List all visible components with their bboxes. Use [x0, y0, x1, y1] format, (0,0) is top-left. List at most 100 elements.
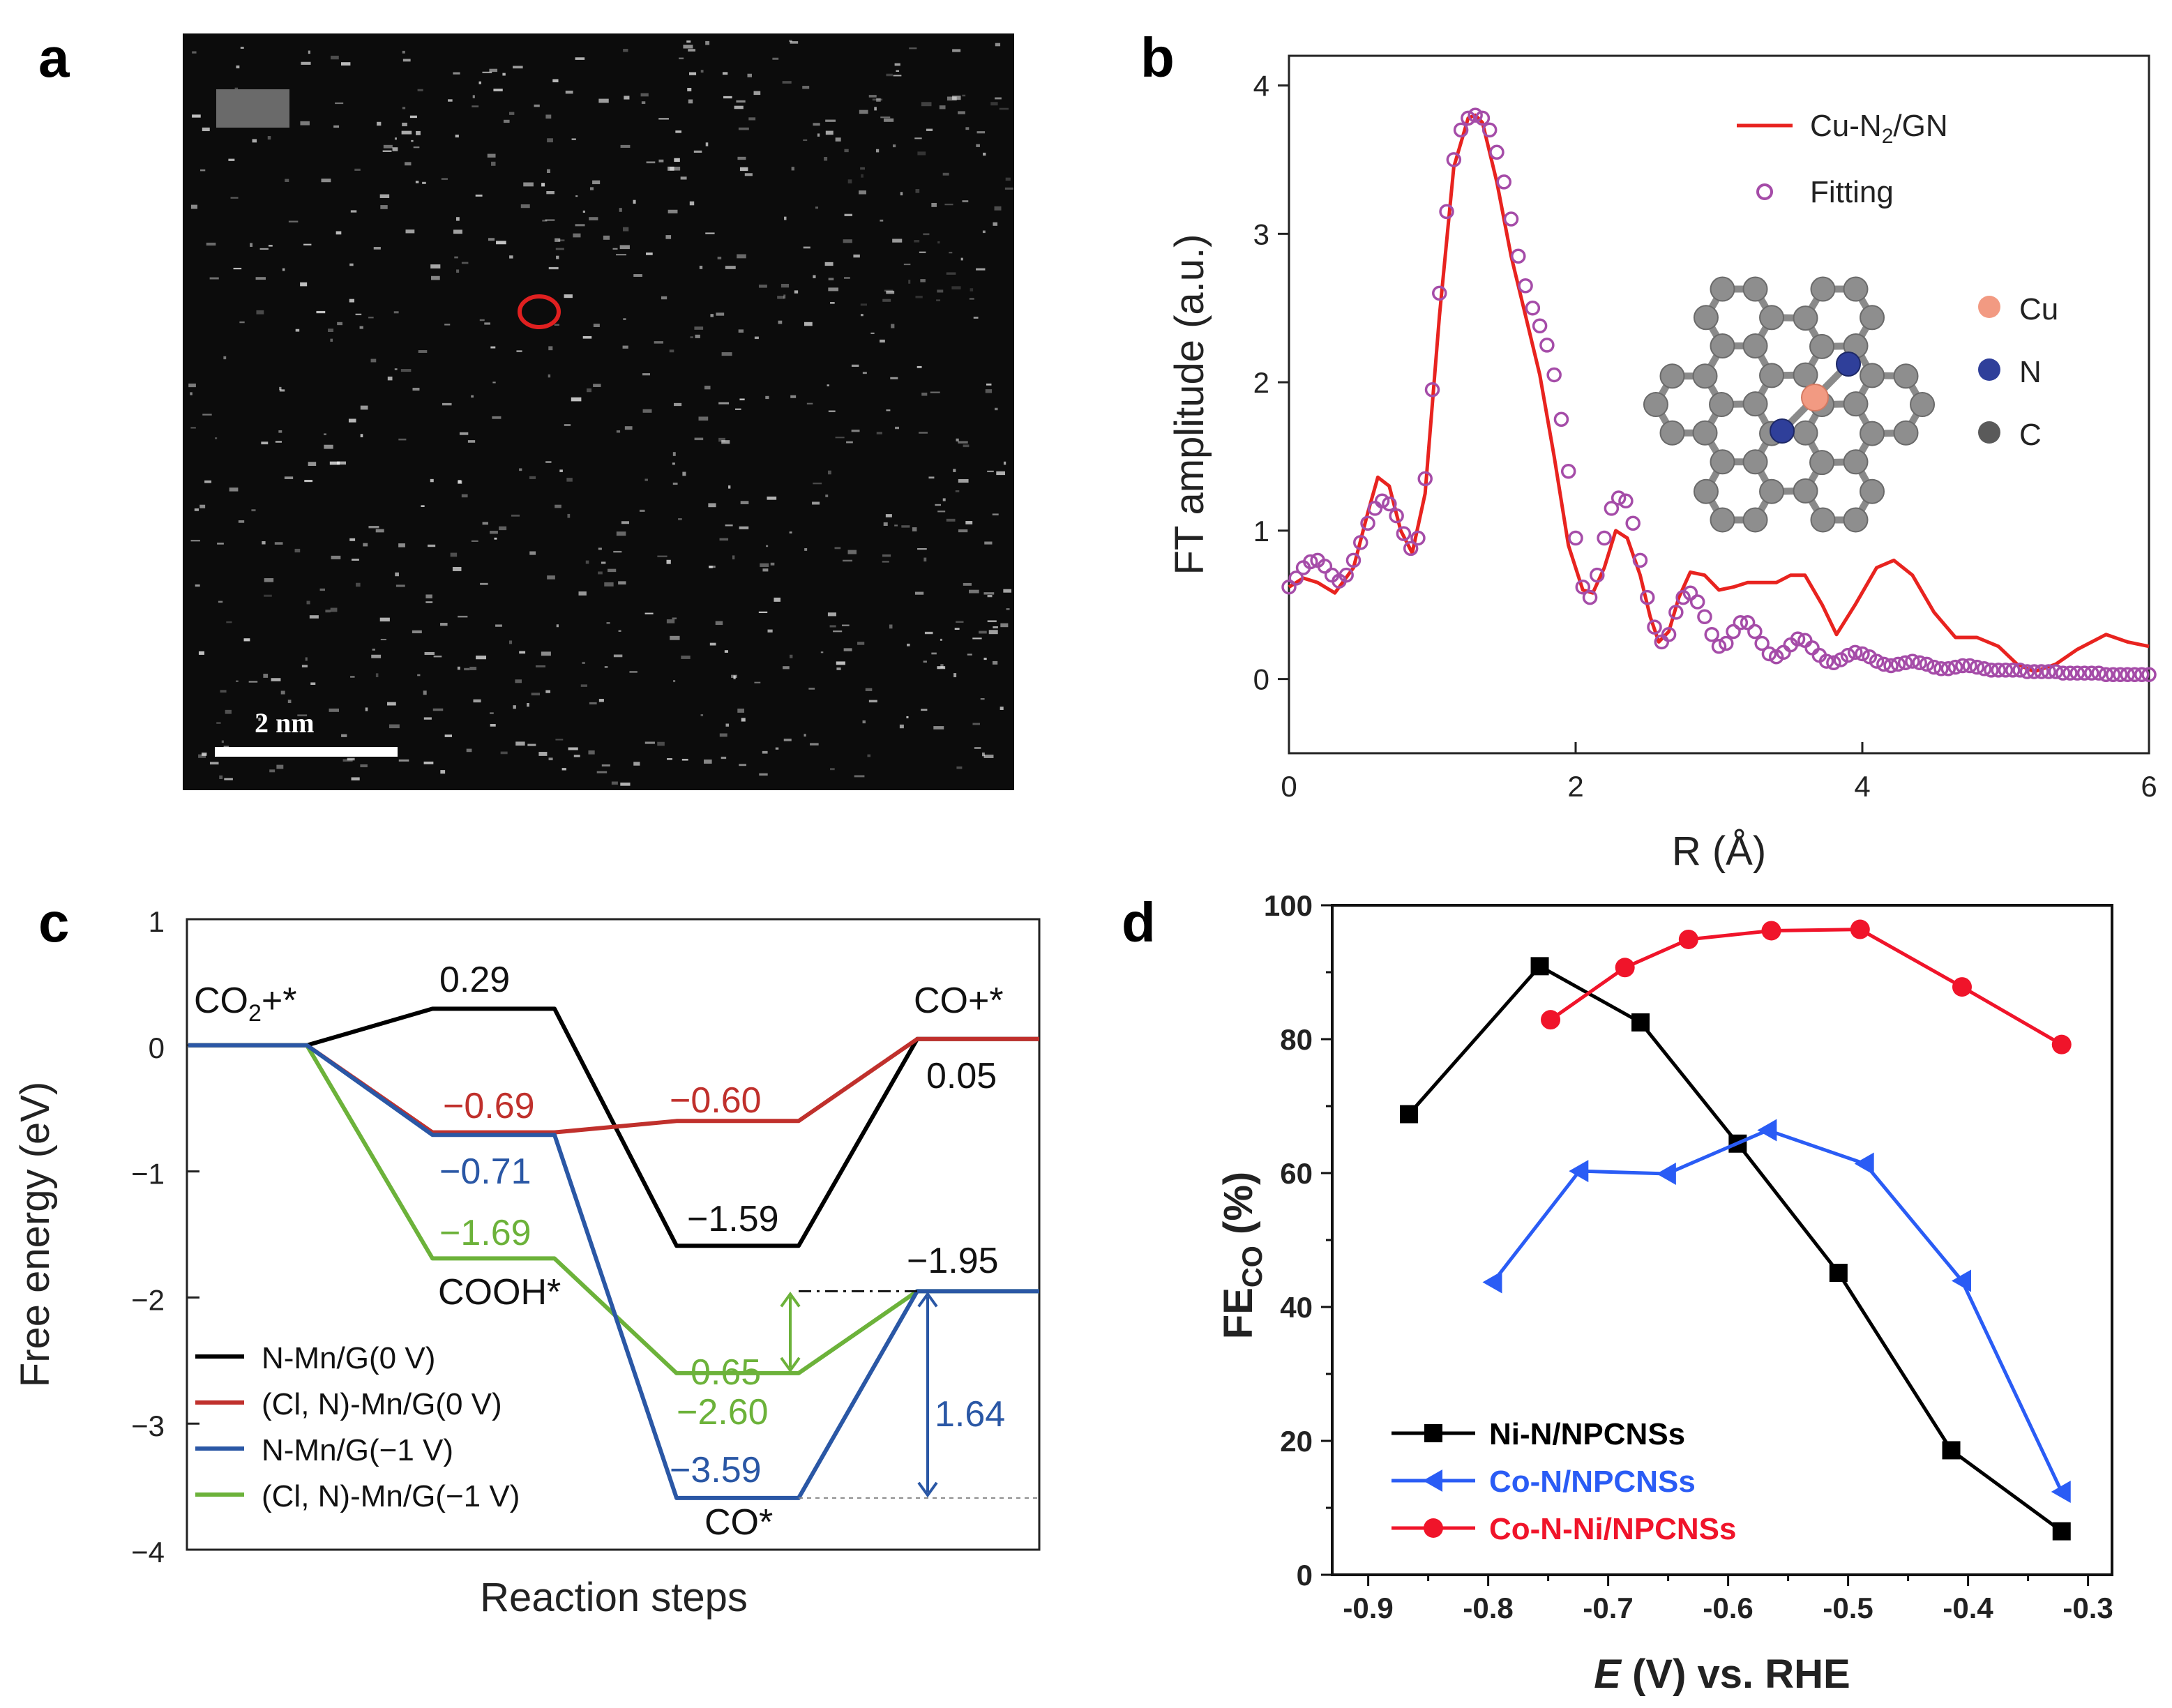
speckle [546, 190, 555, 195]
speckle [198, 754, 206, 758]
speckle [860, 303, 868, 306]
speckle [565, 90, 573, 94]
speckle [883, 118, 894, 122]
speckle [444, 734, 453, 737]
speckle [263, 674, 269, 678]
speckle [744, 173, 753, 176]
speckle [859, 109, 868, 114]
chart-b-series [1281, 107, 2157, 682]
speckle [803, 246, 810, 249]
speckle [489, 68, 498, 73]
fitting-point [1582, 589, 1598, 605]
fitting-point [1532, 318, 1548, 333]
speckle [972, 723, 980, 725]
speckle [571, 397, 582, 402]
speckle [915, 295, 923, 298]
speckle [580, 684, 587, 687]
speckle [492, 416, 501, 419]
speckle [994, 407, 998, 411]
micrograph-background [183, 33, 1014, 790]
speckle [523, 182, 534, 187]
legend-fitting: Fitting [1810, 175, 1894, 209]
speckle [830, 768, 835, 771]
speckle [306, 600, 310, 605]
speckle [440, 623, 448, 626]
speckle [490, 531, 498, 534]
speckle [225, 709, 232, 714]
speckle [192, 51, 197, 54]
panel-b-label: b [1140, 27, 1175, 89]
speckle [982, 230, 986, 234]
speckle [202, 127, 210, 132]
speckle [556, 624, 559, 628]
fitting-point [1382, 496, 1397, 512]
speckle [324, 433, 326, 436]
speckle [411, 139, 414, 142]
speckle [834, 547, 841, 550]
speckle [264, 578, 274, 582]
speckle [365, 707, 368, 711]
chart-d-ylabel: FECO (%) [1216, 1172, 1268, 1339]
speckle [923, 660, 927, 663]
speckle [791, 167, 794, 171]
speckle [896, 70, 900, 73]
speckle [666, 559, 671, 564]
speckle [604, 582, 614, 587]
speckle [373, 247, 381, 250]
speckle [541, 651, 551, 656]
chart-d-ticks: -0.9 -0.8 -0.7 -0.6 -0.5 -0.4 -0.3 0 20 40 60 80 100 [1264, 889, 2113, 1624]
speckle [851, 430, 860, 432]
speckle [379, 617, 390, 622]
speckle [967, 653, 972, 656]
speckle [935, 504, 942, 506]
speckle [956, 438, 959, 441]
speckle [709, 566, 713, 568]
speckle [666, 619, 675, 624]
speckle [717, 257, 722, 259]
arrow-head [780, 1356, 801, 1373]
fitting-point [1855, 646, 1870, 662]
fitting-point [2076, 665, 2092, 681]
speckle [804, 734, 806, 737]
speckle [548, 346, 553, 351]
carbon-atom [1709, 392, 1735, 417]
speckle [262, 541, 266, 545]
speckle [937, 511, 946, 513]
speckle [644, 612, 654, 614]
speckle [990, 102, 998, 106]
speckle [425, 594, 432, 598]
fitting-point [1890, 656, 1906, 672]
speckle [621, 521, 630, 524]
speckle [402, 107, 406, 109]
speckle [454, 256, 458, 259]
carbon-atom [1742, 276, 1768, 302]
speckle [725, 524, 733, 527]
speckle [348, 418, 356, 423]
carbon-atom [1693, 305, 1719, 331]
speckle [721, 352, 732, 356]
fitting-point [1403, 541, 1419, 557]
fitting-point [1847, 644, 1863, 660]
data-point [1757, 1119, 1777, 1142]
speckle [783, 739, 792, 741]
speckle [575, 195, 578, 197]
speckle [239, 321, 245, 324]
speckle [963, 444, 970, 448]
speckle [973, 317, 979, 319]
series-cu-n2-gn-line [1288, 113, 2150, 674]
speckle [937, 666, 946, 670]
x-tick-label: -0.6 [1703, 1592, 1753, 1624]
y-tick-label: 20 [1280, 1425, 1313, 1458]
fitting-point [1947, 659, 1963, 675]
speckle [672, 452, 676, 456]
fitting-point [1818, 653, 1834, 669]
fitting-point [1546, 367, 1562, 383]
speckle [812, 501, 820, 505]
panel-c-free-energy-diagram: 1 0 −1 −2 −3 −4 Free energy (eV) Reaction ste… [13, 905, 1041, 1620]
speckle [389, 724, 400, 729]
speckle [899, 724, 904, 729]
speckle [802, 86, 810, 89]
fitting-point [1876, 656, 1892, 672]
speckle [588, 750, 595, 755]
carbon-atom [1893, 420, 1919, 446]
